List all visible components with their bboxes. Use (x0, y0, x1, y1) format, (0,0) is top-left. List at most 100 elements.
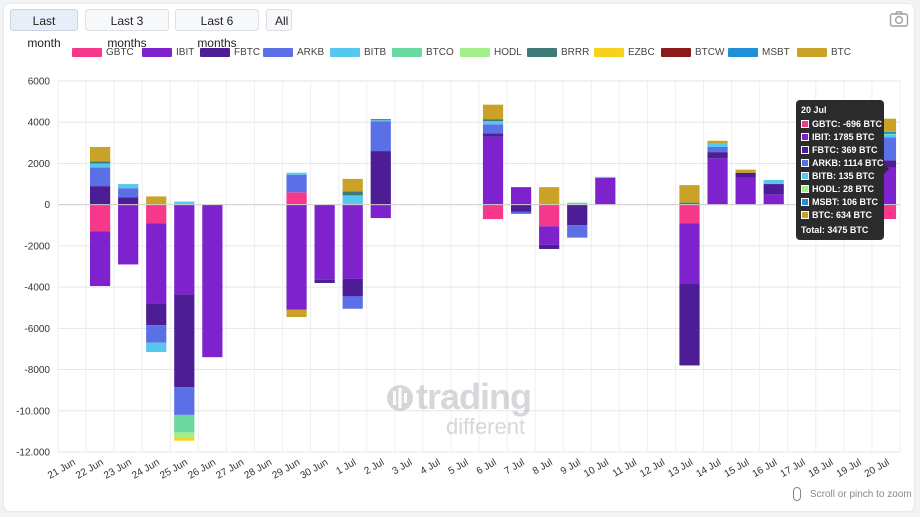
x-tick-label: 22 Jun (74, 457, 106, 482)
x-tick-label: 20 Jul (863, 457, 892, 480)
bar-segment-arkb (510, 211, 532, 214)
x-tick-label: 17 Jul (779, 457, 808, 480)
bar-segment-bitb (174, 201, 195, 205)
range-button-all[interactable]: All (266, 9, 292, 31)
bar-segment-ibit (595, 177, 616, 205)
bar-segment-fbtc (763, 184, 784, 195)
bar-segment-arkb (567, 225, 588, 238)
legend-swatch (330, 48, 360, 57)
tooltip-row: BTC: 634 BTC (801, 210, 879, 223)
bar-segment-bitb (707, 143, 728, 147)
bar-segment-arkb (174, 387, 195, 415)
tooltip-row-text: MSBT: 106 BTC (812, 197, 879, 207)
tooltip-row-text: ARKB: 1114 BTC (812, 158, 884, 168)
tooltip-swatch (801, 133, 809, 141)
bar-segment-fbtc (735, 172, 756, 178)
bar-segment-hodl (875, 133, 897, 135)
legend-label: EZBC (628, 47, 655, 58)
bar-segment-msbt (875, 131, 897, 134)
legend-label: FBTC (234, 47, 261, 58)
y-tick-label: -12.000 (16, 448, 50, 459)
bar-segment-fbtc (370, 151, 391, 205)
y-tick-label: 2000 (28, 159, 51, 170)
tooltip-title: 20 Jul (801, 105, 827, 115)
tooltip-swatch (801, 159, 809, 167)
bar-segment-fbtc (314, 279, 335, 283)
legend-label: BTCW (695, 47, 725, 58)
watermark-line2: different (446, 414, 526, 439)
bar-segment-btc (342, 178, 363, 192)
bar-segment-brrr (89, 161, 111, 164)
legend-swatch (392, 48, 422, 57)
x-tick-label: 14 Jul (694, 457, 723, 480)
legend-label: HODL (494, 47, 522, 58)
bar-segment-brrr (370, 119, 391, 121)
x-tick-label: 11 Jul (611, 457, 639, 480)
bar-segment-hodl (174, 432, 195, 438)
bar-segment-ibit (482, 136, 504, 205)
tooltip-row: MSBT: 106 BTC (801, 197, 879, 210)
bar-segment-arkb (342, 296, 363, 309)
bar-segment-btc (146, 196, 167, 205)
tooltip-swatch (801, 172, 809, 180)
tooltip: 20 Jul GBTC: -696 BTC IBIT: 1785 BTC FBTC:… (796, 100, 884, 240)
tooltip-row: HODL: 28 BTC (801, 184, 879, 197)
legend-label: MSBT (762, 47, 790, 58)
x-tick-label: 7 Jul (503, 457, 527, 477)
y-tick-label: -4000 (24, 283, 50, 294)
y-tick-label: -10.000 (16, 406, 50, 417)
x-tick-label: 16 Jul (751, 457, 780, 480)
range-button-last-3-months[interactable]: Last 3 months (85, 9, 169, 50)
tooltip-swatch (801, 211, 809, 219)
range-button-last-month[interactable]: Last month (10, 9, 78, 50)
bar-segment-fbtc (567, 204, 588, 226)
bar-segment-ibit (89, 231, 111, 287)
y-tick-label: 0 (44, 200, 50, 211)
legend-label: BRRR (561, 47, 590, 58)
bar-segment-ezbc (174, 437, 195, 441)
bar-segment-brrr (342, 191, 363, 196)
range-button-last-6-months[interactable]: Last 6 months (175, 9, 259, 50)
bar-segment-ibit (679, 223, 700, 285)
x-tick-label: 19 Jul (835, 457, 864, 480)
bar-segment-ibit (202, 204, 223, 358)
legend-label: BITB (364, 47, 387, 58)
x-tick-label: 29 Jun (271, 457, 303, 482)
tooltip-row-text: GBTC: -696 BTC (812, 119, 883, 129)
legend-swatch (797, 48, 827, 57)
bar-segment-ibit (314, 204, 335, 280)
bar-segment-brrr (482, 119, 504, 122)
legend-swatch (460, 48, 490, 57)
y-tick-label: -8000 (24, 365, 50, 376)
bar-segment-btc (539, 187, 560, 205)
x-tick-label: 6 Jul (475, 457, 499, 477)
bar-segment-gbtc (539, 204, 560, 227)
bar-segment-btc (735, 169, 756, 173)
bar-segment-fbtc (679, 284, 700, 366)
legend-swatch (527, 48, 557, 57)
bar-segment-fbtc (118, 197, 139, 205)
watermark-line1: trading (416, 376, 532, 417)
x-tick-label: 24 Jun (130, 457, 162, 482)
bar-segment-btc (679, 185, 700, 203)
x-tick-label: 15 Jul (723, 457, 752, 480)
bar-segment-arkb (482, 124, 504, 134)
bar-segment-bitb (763, 179, 784, 185)
tooltip-swatch (801, 146, 809, 154)
tooltip-row-text: HODL: 28 BTC (812, 184, 875, 194)
camera-icon[interactable] (889, 10, 909, 28)
x-tick-label: 26 Jun (186, 457, 218, 482)
tooltip-row-text: BTC: 634 BTC (812, 210, 873, 220)
x-tick-label: 2 Jul (362, 457, 386, 477)
x-tick-label: 23 Jun (102, 457, 134, 482)
bar-segment-btc (482, 104, 504, 120)
bar-segment-btc (89, 146, 111, 162)
legend-swatch (72, 48, 102, 57)
x-tick-label: 13 Jul (666, 457, 695, 480)
bar-segment-ibit (763, 194, 784, 205)
bar-segment-brrr (679, 202, 700, 205)
legend-label: BTC (831, 47, 851, 58)
legend-label: BTCO (426, 47, 454, 58)
bar-segment-ibit (370, 204, 391, 219)
